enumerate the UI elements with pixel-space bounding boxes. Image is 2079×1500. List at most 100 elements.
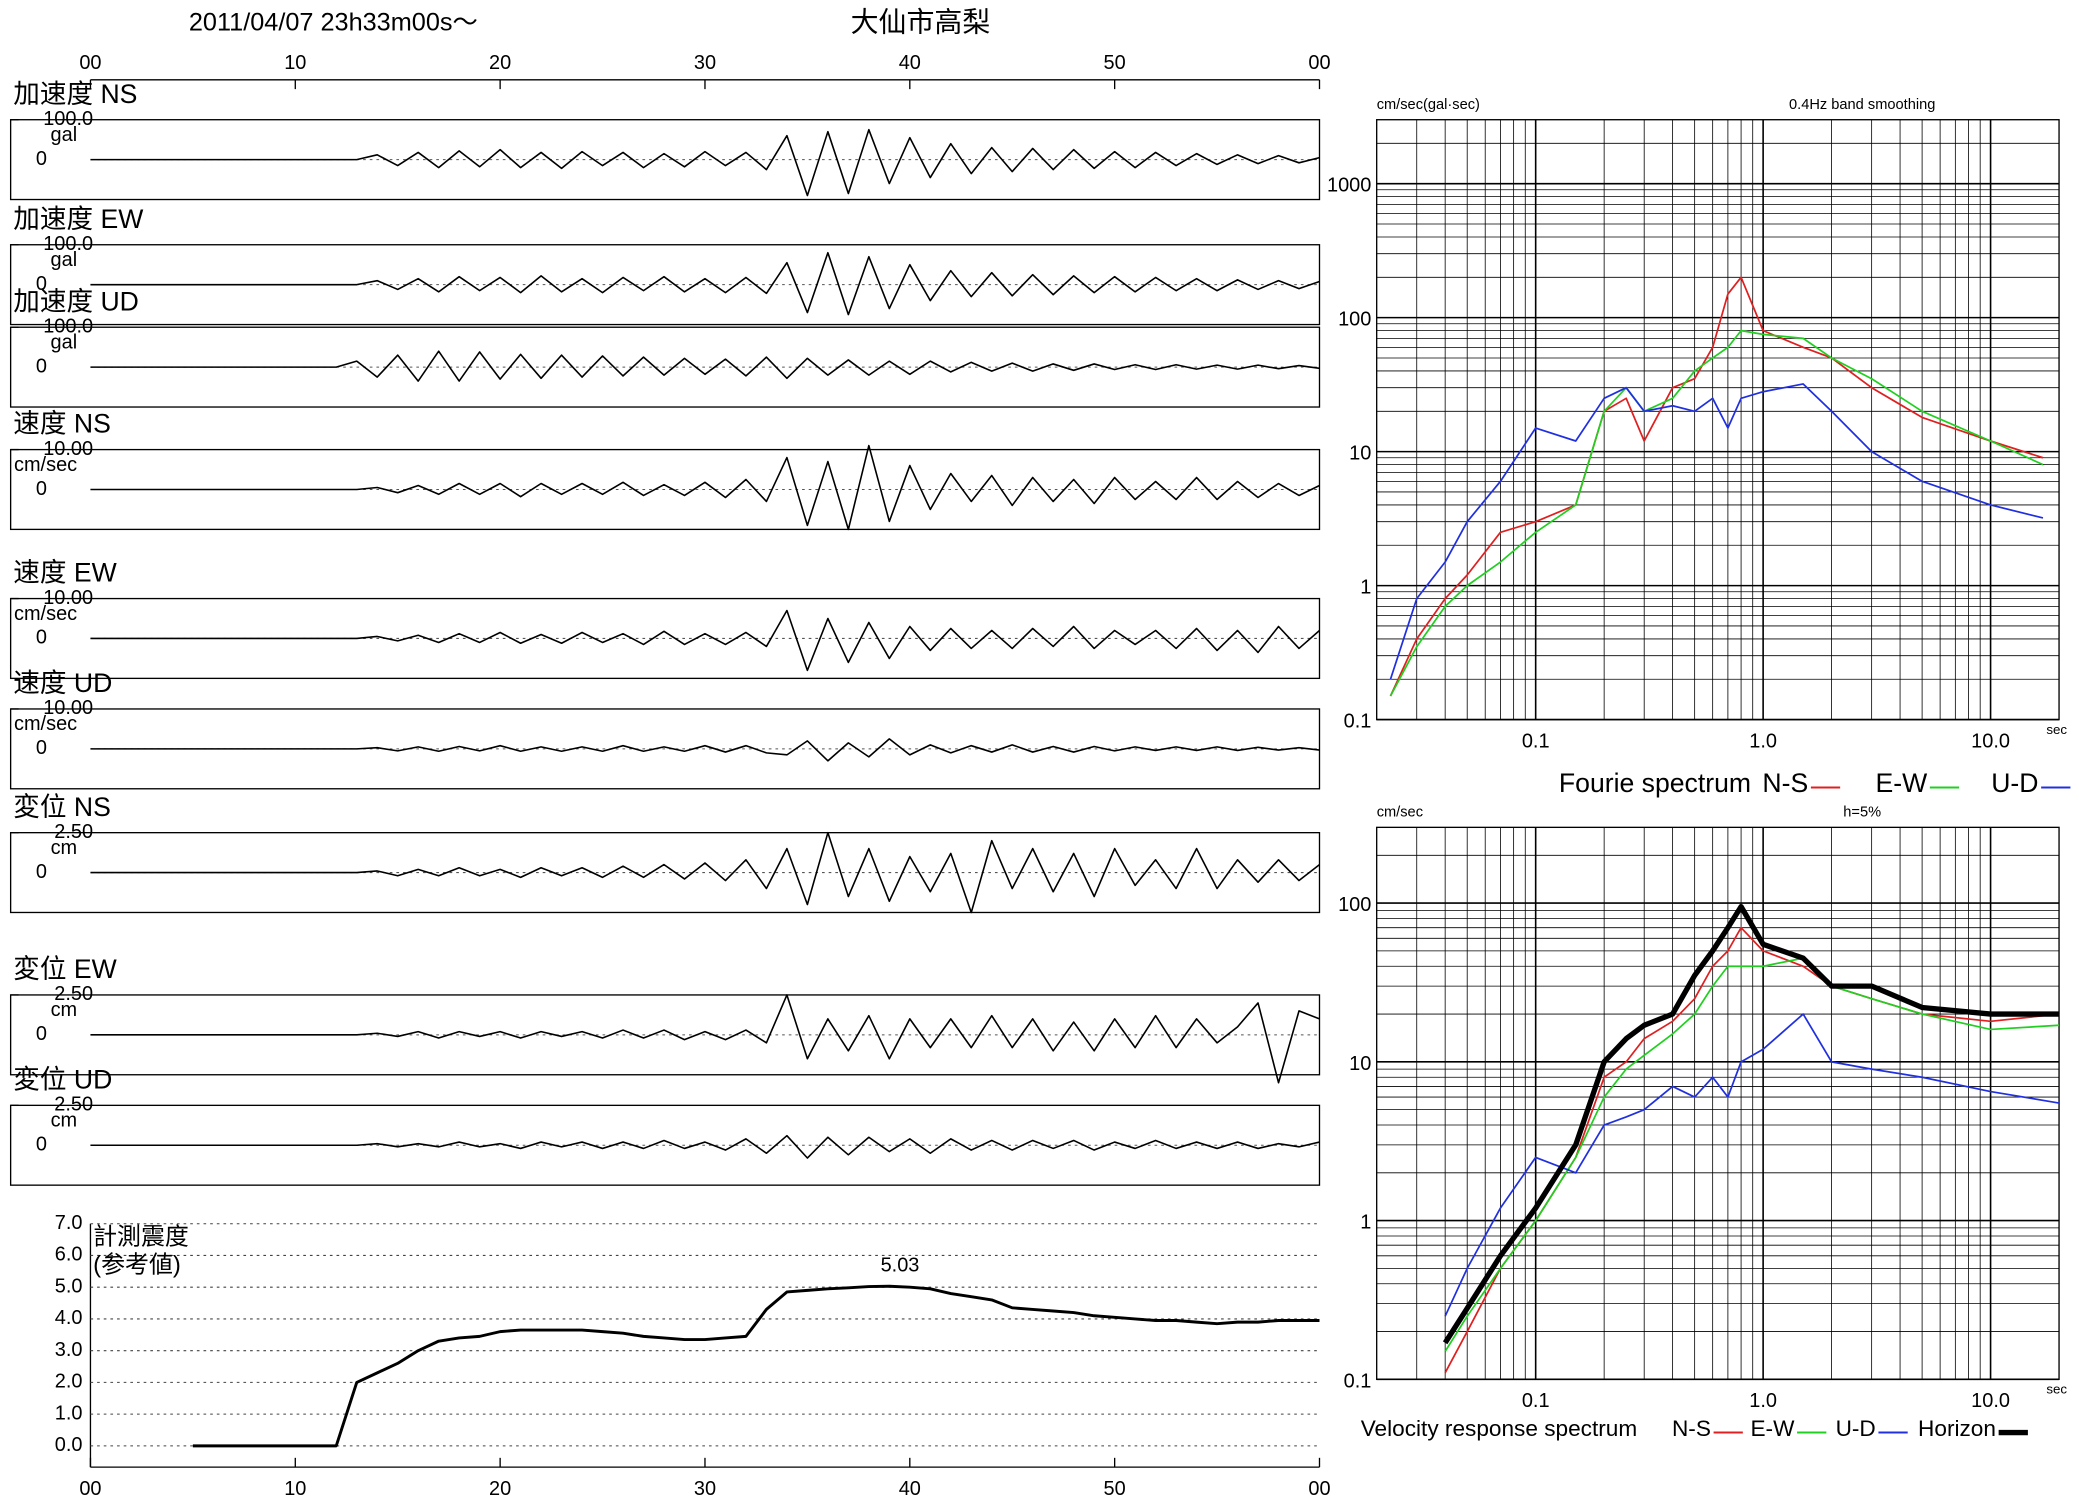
y-tick-label: 100.0	[43, 233, 93, 255]
y-tick-label: 2.50	[54, 821, 93, 843]
chart-note: h=5%	[1843, 805, 1881, 821]
unit-label: cm/sec	[14, 713, 77, 735]
peak-label: 5.03	[881, 1255, 920, 1277]
y-tick-label: 0	[36, 861, 47, 883]
plot-frame	[1376, 119, 2060, 721]
unit-label: cm	[51, 837, 78, 859]
frame-gap	[11, 247, 18, 322]
panel-frame	[9, 119, 1321, 201]
y-tick-label: 0.1	[1344, 1370, 1372, 1392]
waveform-trace	[90, 350, 1320, 382]
legend-label: Horizon	[1918, 1416, 1996, 1441]
x-tick-label: 00	[1308, 52, 1330, 74]
waveform-trace	[90, 994, 1320, 1084]
waveform-trace	[90, 444, 1320, 531]
y-tick-label: 0	[36, 355, 47, 377]
panel-frame	[9, 832, 1321, 914]
unit-label: gal	[51, 249, 78, 271]
panel-frame	[9, 994, 1321, 1076]
y-tick-label: 10.00	[43, 587, 93, 609]
y-tick-label: 0	[36, 478, 47, 500]
panel-frame	[9, 708, 1321, 790]
waveform-trace	[90, 1134, 1320, 1159]
legend-label: N-S	[1762, 768, 1808, 798]
y-tick-label: 2.0	[55, 1371, 83, 1393]
legend-label: E-W	[1750, 1416, 1795, 1441]
y-tick-label: 3.0	[55, 1339, 83, 1361]
panel-frame	[9, 448, 1321, 531]
y-tick-label: 5.0	[55, 1275, 83, 1297]
legend-label: N-S	[1672, 1416, 1711, 1441]
x-tick-label: 00	[1308, 1478, 1330, 1500]
y-tick-label: 2.50	[54, 1094, 93, 1116]
y-tick-label: 0.0	[55, 1434, 83, 1456]
x-tick-label: 50	[1104, 52, 1126, 74]
y-tick-label: 4.0	[55, 1307, 83, 1329]
legend-label: U-D	[1991, 768, 2038, 798]
unit-label: cm/sec	[14, 454, 77, 476]
y-tick-label: 100	[1338, 894, 1371, 916]
frame-gap	[11, 452, 18, 527]
station-name: 大仙市高梨	[851, 6, 991, 37]
panel-frame	[9, 326, 1321, 408]
x-tick-label: 1.0	[1749, 1390, 1777, 1412]
x-tick-label: 30	[694, 1478, 716, 1500]
waveform-trace	[90, 609, 1321, 672]
frame-gap	[11, 1108, 18, 1183]
legend-title: Fourie spectrum	[1559, 768, 1751, 798]
y-axis-label: 計測震度	[93, 1224, 189, 1251]
y-tick-label: 100.0	[43, 108, 93, 130]
panel-label: 加速度 NS	[13, 79, 137, 109]
spectrum-line	[1442, 903, 2060, 1345]
x-tick-label: 50	[1104, 1478, 1126, 1500]
waveform-trace	[90, 128, 1320, 197]
x-tick-label: 10.0	[1971, 1390, 2010, 1412]
y-tick-label: 0	[36, 1134, 47, 1156]
y-tick-label: 0	[36, 273, 47, 295]
y-tick-label: 1.0	[55, 1402, 83, 1424]
y-tick-label: 10	[1349, 443, 1371, 465]
panel-label: 速度 UD	[13, 668, 112, 698]
x-tick-label: 40	[899, 52, 921, 74]
panel-label: 速度 EW	[13, 558, 117, 588]
frame-gap	[11, 122, 18, 197]
frame-gap	[11, 329, 18, 405]
chart-note: 0.4Hz band smoothing	[1789, 97, 1935, 113]
waveform-trace	[90, 251, 1320, 316]
legend-label: E-W	[1875, 768, 1928, 798]
panel-frame	[9, 244, 1321, 326]
unit-label: cm/sec	[14, 603, 77, 625]
unit-label: cm	[51, 1110, 78, 1132]
y-tick-label: 7.0	[55, 1212, 83, 1234]
x-tick-label: 10	[284, 1478, 306, 1500]
panel-label: 速度 NS	[13, 409, 111, 439]
y-tick-label: 10.00	[43, 438, 93, 460]
spectrum-line	[1389, 329, 2044, 697]
legend-label: U-D	[1836, 1416, 1876, 1441]
y-tick-label: 1	[1360, 577, 1371, 599]
y-tick-label: 10.00	[43, 697, 93, 719]
chart-title: 2011/04/07 23h33m00s～	[189, 9, 478, 37]
x-tick-label: 10	[284, 52, 306, 74]
legend-title: Velocity response spectrum	[1361, 1416, 1637, 1441]
x-tick-label: 00	[79, 52, 101, 74]
y-tick-label: 0	[36, 737, 47, 759]
panel-label: 変位 UD	[13, 1064, 112, 1094]
y-tick-label: 2.50	[54, 983, 93, 1005]
frame-gap	[11, 835, 18, 910]
x-axis-unit: sec	[2046, 1382, 2067, 1397]
y-axis-unit: cm/sec	[1377, 805, 1423, 821]
y-axis-label: (参考値)	[93, 1252, 181, 1279]
waveform-trace	[90, 831, 1320, 914]
frame-gap	[11, 711, 18, 787]
spectrum-line	[1389, 383, 2044, 680]
spectrum-line	[1389, 276, 2044, 697]
y-tick-label: 0	[36, 627, 47, 649]
x-tick-label: 20	[489, 1478, 511, 1500]
y-axis-unit: cm/sec(gal·sec)	[1377, 97, 1480, 113]
intensity-line	[192, 1284, 1320, 1448]
y-tick-label: 1000	[1327, 175, 1371, 197]
x-tick-label: 00	[79, 1478, 101, 1500]
x-tick-label: 1.0	[1749, 730, 1777, 752]
